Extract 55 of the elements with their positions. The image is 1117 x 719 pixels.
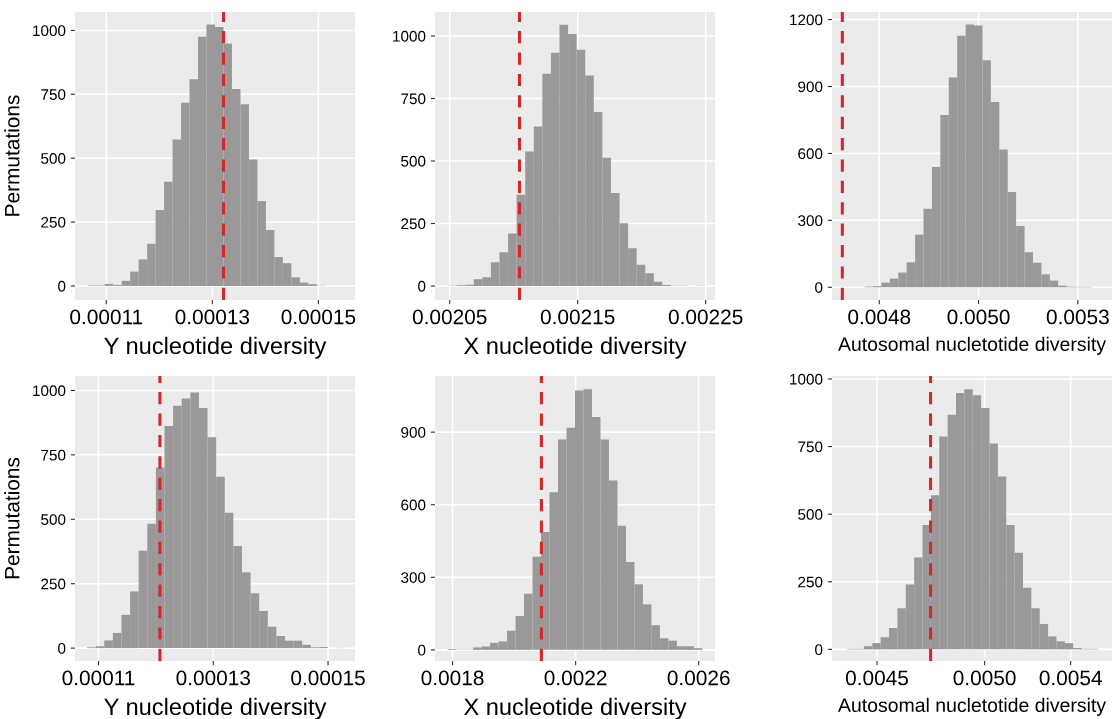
y-tick-label: 500 xyxy=(798,509,823,520)
y-tick-label: 0 xyxy=(815,282,823,293)
x-axis-title: X nucleotide diversity xyxy=(463,336,687,359)
y-tick-label: 600 xyxy=(798,148,823,160)
y-axis-title: Permutations xyxy=(4,95,20,216)
y-tick-label: 500 xyxy=(401,155,426,167)
y-tick-label: 0 xyxy=(815,644,823,656)
y-tick-label: 250 xyxy=(41,216,66,228)
x-tick-label: 0.00225 xyxy=(668,309,743,325)
y-tick-label: 1000 xyxy=(393,30,426,42)
y-tick-label: 750 xyxy=(798,441,823,453)
y-tick-label: 1000 xyxy=(790,373,823,385)
x-tick-label: 0.0050 xyxy=(953,670,1016,686)
y-tick-label: 250 xyxy=(41,578,66,590)
x-tick-label: 0.00011 xyxy=(62,670,135,686)
y-tick-label: 500 xyxy=(41,514,66,525)
x-tick-label: 0.0048 xyxy=(848,309,911,325)
x-axis-title: Autosomal nucletotide diversity xyxy=(838,697,1106,716)
x-axis-title: Y nucleotide diversity xyxy=(104,697,327,719)
x-axis-title: X nucleotide diversity xyxy=(463,697,687,719)
x-tick-label: 0.00015 xyxy=(291,670,365,686)
y-tick-label: 1000 xyxy=(33,25,66,37)
y-tick-label: 750 xyxy=(41,89,66,100)
y-tick-label: 750 xyxy=(401,93,426,105)
y-tick-label: 500 xyxy=(41,153,66,164)
y-tick-label: 1200 xyxy=(790,14,823,26)
x-axis-title: Y nucleotide diversity xyxy=(104,336,327,359)
y-tick-label: 1000 xyxy=(33,385,66,397)
y-axis-title: Permutations xyxy=(4,457,20,579)
x-tick-label: 0.0018 xyxy=(421,670,484,686)
x-tick-label: 0.0053 xyxy=(1046,309,1109,325)
x-tick-label: 0.00013 xyxy=(176,670,251,686)
y-tick-label: 0 xyxy=(58,642,66,654)
x-tick-label: 0.00215 xyxy=(540,309,615,325)
y-tick-label: 250 xyxy=(401,218,426,230)
x-tick-label: 0.0050 xyxy=(947,309,1010,325)
x-tick-label: 0.0022 xyxy=(544,670,607,686)
y-tick-label: 0 xyxy=(418,280,426,292)
y-tick-label: 600 xyxy=(401,499,426,511)
x-tick-label: 0.00013 xyxy=(175,309,250,325)
y-tick-label: 900 xyxy=(798,81,823,93)
y-tick-label: 250 xyxy=(798,576,823,588)
y-tick-label: 0 xyxy=(58,280,66,292)
x-tick-label: 0.0045 xyxy=(845,670,908,686)
x-tick-label: 0.00011 xyxy=(70,309,143,325)
y-tick-label: 900 xyxy=(401,427,426,438)
y-tick-label: 300 xyxy=(401,572,426,583)
x-tick-label: 0.0026 xyxy=(667,670,730,686)
x-axis-title: Autosomal nucletotide diversity xyxy=(838,336,1106,355)
y-tick-label: 0 xyxy=(418,644,426,656)
x-tick-label: 0.00015 xyxy=(281,309,356,325)
y-tick-label: 750 xyxy=(41,449,66,461)
y-tick-label: 300 xyxy=(798,215,823,227)
x-tick-label: 0.0054 xyxy=(1039,670,1102,686)
x-tick-label: 0.00205 xyxy=(412,309,487,325)
